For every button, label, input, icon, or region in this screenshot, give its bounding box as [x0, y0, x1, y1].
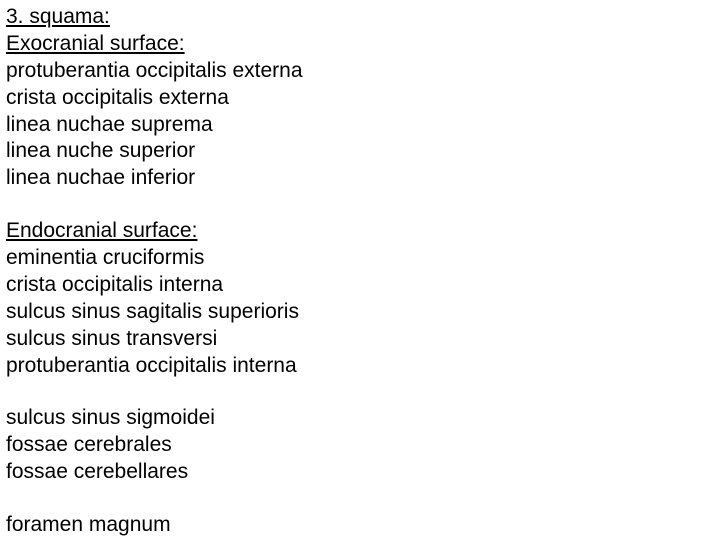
list-item: fossae cerebellares	[6, 459, 714, 486]
section-title: 3. squama:	[6, 4, 714, 31]
list-item: crista occipitalis interna	[6, 272, 714, 299]
list-item: eminentia cruciformis	[6, 245, 714, 272]
section-block-1: Endocranial surface: eminentia cruciform…	[6, 218, 714, 379]
group-heading: Exocranial surface:	[6, 31, 714, 58]
section-block-2: sulcus sinus sigmoidei fossae cerebrales…	[6, 405, 714, 486]
group-heading: Endocranial surface:	[6, 218, 714, 245]
list-item: protuberantia occipitalis interna	[6, 353, 714, 380]
list-item: sulcus sinus sagitalis superioris	[6, 299, 714, 326]
list-item: sulcus sinus sigmoidei	[6, 405, 714, 432]
list-item: linea nuchae suprema	[6, 112, 714, 139]
list-item: protuberantia occipitalis externa	[6, 58, 714, 85]
list-item: sulcus sinus transversi	[6, 326, 714, 353]
list-item: linea nuchae inferior	[6, 165, 714, 192]
list-item: fossae cerebrales	[6, 432, 714, 459]
anatomy-notes-page: 3. squama: Exocranial surface: protubera…	[0, 0, 720, 540]
list-item: crista occipitalis externa	[6, 85, 714, 112]
section-block-0: 3. squama: Exocranial surface: protubera…	[6, 4, 714, 192]
section-block-3: foramen magnum	[6, 512, 714, 539]
list-item: foramen magnum	[6, 512, 714, 539]
list-item: linea nuche superior	[6, 138, 714, 165]
